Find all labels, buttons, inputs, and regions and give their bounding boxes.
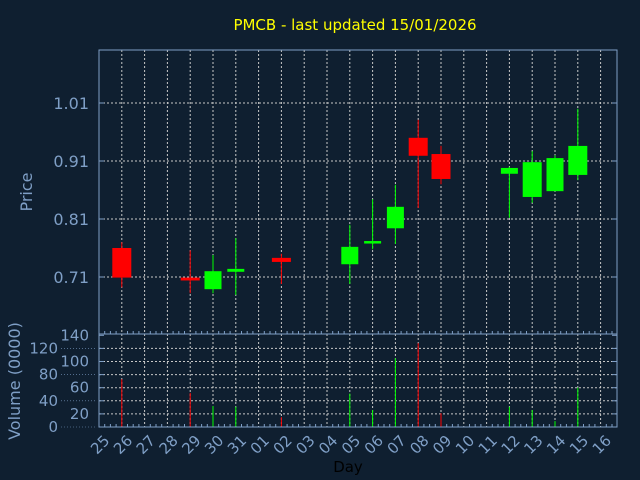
y-tick-label: 0.91: [53, 152, 89, 171]
candle-body: [180, 277, 200, 281]
y-tick-label: 1.01: [53, 94, 89, 113]
x-axis-label: Day: [333, 458, 363, 476]
volume-tick-label: 100: [60, 353, 89, 371]
candle-body: [364, 241, 382, 244]
volume-tick-label: 140: [60, 326, 89, 344]
x-tick-label: 16: [589, 432, 615, 458]
volume-tick-label: 20: [70, 405, 89, 423]
candle-body: [500, 167, 518, 174]
candle-body: [431, 154, 451, 179]
volume-tick-label: 120: [29, 339, 58, 357]
candle-body: [546, 158, 564, 192]
y-axis-label: Price: [17, 172, 36, 211]
candle-body: [227, 268, 245, 272]
volume-tick-label: 80: [39, 366, 58, 384]
candle-body: [522, 162, 542, 197]
candle-body: [568, 145, 588, 175]
y-tick-label: 0.81: [53, 210, 89, 229]
chart-title: PMCB - last updated 15/01/2026: [233, 16, 476, 34]
candle-body: [386, 206, 404, 229]
volume-tick-label: 40: [39, 392, 58, 410]
volume-tick-label: 0: [48, 418, 58, 436]
candle-body: [341, 246, 359, 265]
candle-body: [204, 271, 222, 290]
candle-body: [271, 257, 291, 262]
plot-frame: [98, 49, 618, 428]
candle-body: [408, 137, 428, 156]
volume-axis-label: Volume (0000): [5, 322, 24, 440]
y-tick-label: 0.71: [53, 268, 89, 287]
volume-tick-label: 60: [70, 379, 89, 397]
candle-body: [112, 248, 132, 278]
